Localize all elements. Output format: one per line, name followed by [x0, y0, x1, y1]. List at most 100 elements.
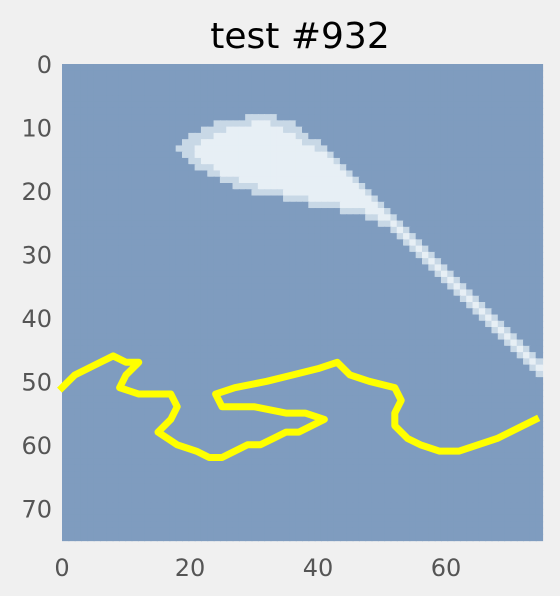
heatmap-cell [415, 421, 424, 429]
heatmap-cell [535, 82, 544, 91]
heatmap-cell [504, 302, 512, 310]
heatmap-cell [131, 383, 139, 391]
heatmap-cell [62, 408, 70, 416]
heatmap-cell [523, 270, 531, 279]
heatmap-cell [523, 245, 531, 254]
heatmap-cell [257, 345, 266, 354]
heatmap-cell [245, 339, 253, 347]
heatmap-cell [137, 82, 146, 91]
heatmap-cell [377, 364, 386, 373]
heatmap-cell [232, 214, 240, 222]
heatmap-cell [308, 358, 316, 366]
heatmap-cell [62, 126, 70, 135]
heatmap-cell [289, 245, 297, 254]
heatmap-cell [137, 101, 146, 109]
heatmap-cell [200, 114, 209, 122]
heatmap-cell [125, 270, 133, 279]
heatmap-cell [295, 251, 304, 260]
heatmap-cell [283, 314, 291, 322]
heatmap-cell [491, 389, 499, 398]
heatmap-cell [491, 289, 499, 297]
heatmap-cell [62, 314, 70, 322]
heatmap-cell [516, 76, 525, 84]
heatmap-cell [523, 427, 531, 435]
heatmap-cell [529, 439, 537, 448]
heatmap-cell [428, 264, 436, 272]
heatmap-cell [403, 427, 411, 435]
heatmap-cell [472, 76, 480, 84]
heatmap-cell [447, 151, 455, 160]
heatmap-cell [112, 95, 120, 103]
heatmap-cell [377, 333, 386, 341]
heatmap-cell [459, 120, 468, 128]
heatmap-cell [535, 458, 544, 466]
heatmap-cell [131, 145, 139, 153]
heatmap-cell [194, 339, 203, 347]
heatmap-cell [415, 370, 424, 379]
heatmap-cell [403, 414, 411, 423]
heatmap-cell [238, 421, 247, 429]
heatmap-cell [226, 126, 234, 135]
heatmap-cell [144, 70, 152, 78]
heatmap-cell [125, 239, 133, 247]
heatmap-cell [333, 339, 341, 347]
heatmap-cell [333, 251, 341, 260]
heatmap-cell [257, 452, 266, 460]
heatmap-cell [264, 151, 272, 160]
heatmap-cell [320, 64, 329, 72]
heatmap-cell [93, 433, 101, 441]
heatmap-cell [346, 132, 354, 141]
heatmap-cell [396, 446, 405, 454]
heatmap-cell [99, 176, 108, 185]
heatmap-cell [232, 377, 240, 385]
heatmap-cell [396, 226, 405, 235]
heatmap-cell [289, 95, 297, 103]
heatmap-cell [276, 364, 285, 373]
heatmap-cell [245, 64, 253, 72]
heatmap-cell [516, 414, 525, 423]
heatmap-cell [207, 421, 215, 429]
heatmap-cell [207, 464, 215, 473]
heatmap-cell [434, 139, 443, 147]
heatmap-cell [131, 201, 139, 210]
heatmap-cell [232, 327, 240, 335]
heatmap-cell [377, 170, 386, 178]
heatmap-cell [403, 295, 411, 304]
heatmap-cell [516, 452, 525, 460]
heatmap-cell [352, 358, 360, 366]
heatmap-cell [523, 345, 531, 354]
heatmap-cell [150, 233, 158, 241]
heatmap-cell [523, 464, 531, 473]
heatmap-cell [497, 408, 506, 416]
heatmap-cell [112, 251, 120, 260]
heatmap-cell [504, 251, 512, 260]
heatmap-cell [257, 320, 266, 329]
heatmap-cell [466, 408, 474, 416]
heatmap-cell [74, 471, 83, 479]
heatmap-cell [302, 114, 310, 122]
heatmap-cell [384, 295, 392, 304]
heatmap-cell [257, 132, 266, 141]
heatmap-cell [346, 233, 354, 241]
heatmap-cell [238, 370, 247, 379]
heatmap-cell [93, 339, 101, 347]
heatmap-cell [327, 195, 335, 203]
heatmap-cell [118, 295, 127, 304]
heatmap-cell [339, 408, 348, 416]
heatmap-cell [264, 245, 272, 254]
heatmap-cell [137, 251, 146, 260]
heatmap-cell [403, 439, 411, 448]
heatmap-cell [194, 327, 203, 335]
heatmap-cell [333, 439, 341, 448]
heatmap-cell [175, 164, 184, 172]
heatmap-cell [390, 139, 398, 147]
heatmap-cell [68, 132, 76, 141]
heatmap-cell [333, 270, 341, 279]
heatmap-cell [131, 295, 139, 304]
heatmap-cell [377, 101, 386, 109]
heatmap-cell [447, 402, 455, 410]
heatmap-cell [207, 471, 215, 479]
heatmap-cell [276, 333, 285, 341]
heatmap-cell [118, 414, 127, 423]
heatmap-cell [497, 427, 506, 435]
